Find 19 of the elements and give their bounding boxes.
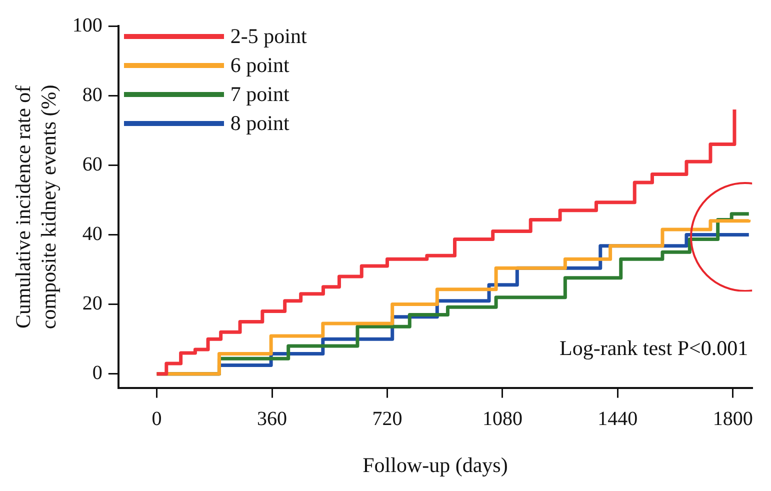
x-tick-label: 1800 — [712, 408, 753, 430]
x-tick-label: 1440 — [598, 408, 638, 430]
y-tick-label: 20 — [82, 292, 102, 315]
y-tick-label: 100 — [72, 14, 102, 36]
legend-label: 2-5 point — [230, 23, 307, 50]
legend-label: 6 point — [230, 52, 290, 79]
y-tick-label: 0 — [92, 362, 102, 384]
legend-label: 8 point — [230, 110, 290, 137]
x-tick-label: 360 — [257, 408, 288, 430]
legend-label: 7 point — [230, 81, 290, 108]
y-tick-label: 80 — [82, 84, 102, 106]
x-tick-label: 1080 — [482, 408, 522, 430]
y-tick-label: 40 — [82, 222, 102, 245]
y-tick-label: 60 — [82, 153, 102, 176]
annotation: Log-rank test P<0.001 — [560, 336, 748, 361]
x-tick-label: 0 — [152, 408, 162, 430]
y-axis-title: Cumulative incidence rate of composite kidney events (%) — [11, 84, 60, 330]
x-axis-title: Follow-up (days) — [362, 452, 508, 477]
x-tick-label: 720 — [372, 408, 402, 430]
